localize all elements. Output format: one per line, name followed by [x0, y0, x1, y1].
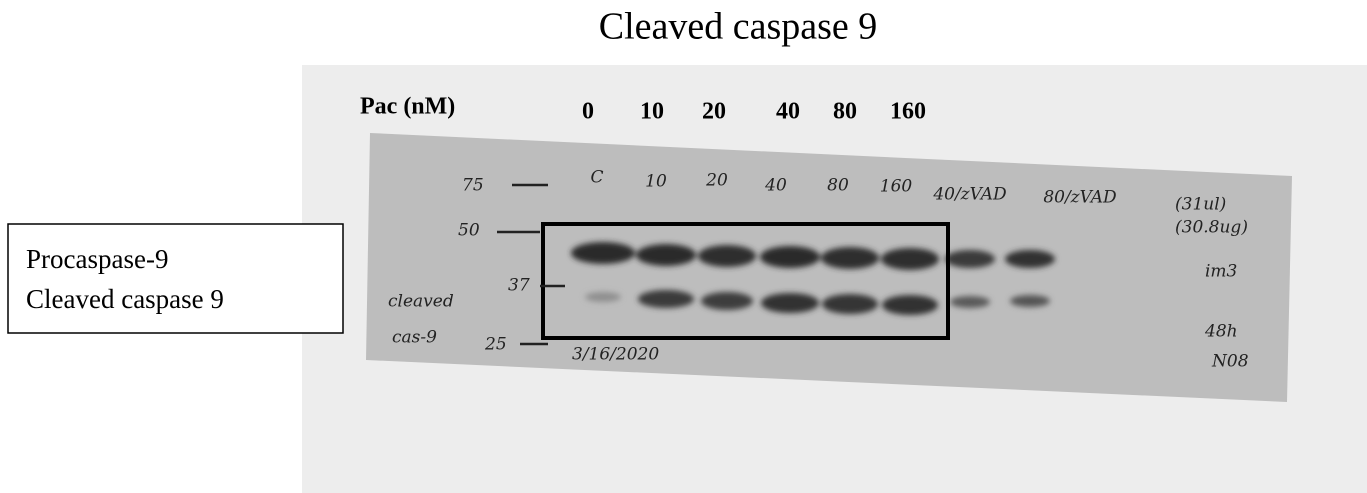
lane-note: 10 — [645, 172, 667, 192]
side-note: N08 — [1211, 352, 1249, 372]
dose-label: 40 — [776, 99, 800, 125]
lane-note: 20 — [705, 171, 728, 191]
band — [760, 246, 820, 268]
side-note: im3 — [1205, 262, 1237, 282]
marker-label: 75 — [462, 176, 484, 196]
band — [821, 247, 879, 269]
band — [761, 293, 819, 313]
lane-note: 80 — [827, 176, 849, 196]
band — [881, 248, 939, 270]
lane-note: 160 — [880, 177, 913, 197]
page: Cleaved caspase 9 Pac (nM) 0 10 20 40 80… — [0, 0, 1367, 493]
band — [950, 296, 990, 308]
marker-label: 50 — [458, 221, 480, 241]
band — [701, 292, 753, 310]
dose-label: 80 — [833, 99, 857, 125]
dose-label: 10 — [640, 99, 664, 125]
side-note: 48h — [1204, 322, 1238, 342]
lane-note: 80/zVAD — [1043, 188, 1117, 208]
band — [1010, 295, 1050, 307]
legend-item: Procaspase-9 — [26, 244, 168, 274]
band — [1005, 250, 1055, 268]
marker-label: 25 — [484, 335, 507, 355]
header-label: Pac (nM) — [360, 94, 455, 120]
side-note: cas-9 — [392, 328, 437, 348]
side-note: (31ul) — [1175, 195, 1226, 215]
legend-item: Cleaved caspase 9 — [26, 284, 224, 314]
band — [822, 294, 878, 314]
dose-label: 160 — [890, 99, 926, 125]
figure: Cleaved caspase 9 Pac (nM) 0 10 20 40 80… — [0, 0, 1367, 493]
legend-box — [8, 224, 343, 333]
membrane — [366, 133, 1292, 402]
side-note: 3/16/2020 — [572, 345, 659, 365]
band — [571, 242, 635, 264]
band — [636, 244, 696, 266]
marker-label: 37 — [508, 276, 530, 296]
band — [638, 290, 694, 308]
band — [882, 295, 938, 315]
band — [585, 292, 621, 302]
side-note: cleaved — [388, 292, 454, 312]
lane-note: 40 — [764, 176, 787, 196]
figure-title: Cleaved caspase 9 — [599, 6, 878, 48]
band — [698, 245, 756, 267]
lane-note: 40/zVAD — [932, 185, 1007, 205]
lane-note: C — [590, 168, 603, 188]
band — [945, 250, 995, 268]
dose-label: 20 — [702, 99, 726, 125]
dose-label: 0 — [582, 99, 594, 125]
side-note: (30.8ug) — [1175, 218, 1248, 238]
